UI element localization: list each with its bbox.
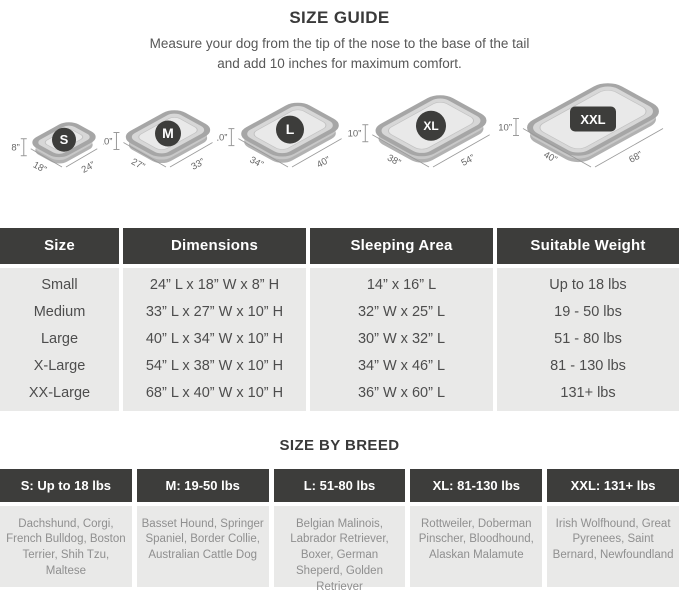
bed-height-label: 10” (347, 128, 361, 139)
bed-block-S: S 8” 18” 24” (9, 83, 103, 202)
bed-length-label: 40” (314, 154, 331, 170)
bed-width-label: 27” (129, 156, 146, 172)
bed-size-badge (154, 119, 181, 146)
size-table-cell: Large (40, 331, 79, 347)
svg-text:XXL: XXL (580, 111, 605, 126)
size-table-header-cell: Sleeping Area (310, 227, 493, 264)
bed-height-label: 10” (499, 122, 512, 133)
breed-list: Basset Hound, Springer Spaniel, Border C… (136, 505, 269, 587)
size-table-cell: 19 - 50 lbs (554, 304, 622, 320)
breed-header-cell: XXL: 131+ lbs (547, 468, 679, 502)
size-table-cell: 51 - 80 lbs (554, 331, 622, 347)
size-table-body: Small Medium Large X-Large XX-Large 24” L x 1… (0, 267, 679, 411)
size-table-cell: 68” L x 40” W x 10” H (145, 385, 284, 401)
bed-block-XL: XL 10” 38” 54” (347, 83, 499, 202)
size-table-cell: 131+ lbs (560, 385, 616, 401)
svg-text:XL: XL (423, 119, 438, 133)
size-table-header-cell: Size (0, 227, 119, 264)
bed-block-M: M 10” 27” 33” (98, 83, 217, 202)
bed-length-label: 24” (79, 159, 96, 175)
size-table-header-cell: Suitable Weight (497, 227, 679, 264)
breed-section-title: SIZE BY BREED (279, 436, 400, 454)
breed-body-row: Dachshund, Corgi, French Bulldog, Boston… (0, 505, 679, 593)
bed-illustration-L: L 10” 34” 40” (213, 102, 342, 170)
size-table-column: Small Medium Large X-Large XX-Large (0, 267, 119, 411)
subtitle-line-2: and add 10 inches for maximum comfort. (217, 56, 462, 72)
breed-header-cell: XL: 81-130 lbs (410, 468, 543, 502)
bed-length-label: 54” (459, 152, 476, 168)
size-table-cell: 36” W x 60” L (357, 385, 446, 401)
bed-illustrations-row: S 8” 18” 24” M 10” 27” 33” L 10” 34” (0, 82, 679, 202)
size-table-cell: 33” L x 27” W x 10” H (145, 304, 284, 320)
breed-header-row: S: Up to 18 lbs M: 19-50 lbs L: 51-80 lbs X… (0, 468, 679, 502)
size-table-cell: 30” W x 32” L (357, 331, 446, 347)
breed-header-cell: L: 51-80 lbs (273, 468, 406, 502)
breed-list: Irish Wolfhound, Great Pyrenees, Saint B… (547, 505, 679, 587)
bed-illustration-S: S 8” 18” 24” (11, 121, 97, 175)
size-table-cell: X-Large (33, 358, 86, 374)
size-table-cell: XX-Large (28, 385, 91, 401)
size-table: Size Dimensions Sleeping Area Suitable Weig… (0, 227, 679, 411)
breed-list: Belgian Malinois, Labrador Retriever, Bo… (273, 505, 406, 593)
bed-illustration-M: M 10” 27” 33” (98, 109, 213, 172)
bed-size-badge (415, 110, 446, 141)
breed-header-cell: M: 19-50 lbs (136, 468, 269, 502)
bed-width-label: 38” (385, 152, 402, 168)
size-table-column: Up to 18 lbs 19 - 50 lbs 51 - 80 lbs 81 - 1… (497, 267, 679, 411)
size-table-cell: 34” W x 46” L (357, 358, 446, 374)
subtitle-line-1: Measure your dog from the tip of the nos… (149, 36, 530, 51)
breed-header-cell: S: Up to 18 lbs (0, 468, 132, 502)
size-table-cell: 14” x 16” L (366, 277, 437, 293)
bed-size-badge (275, 115, 304, 144)
bed-illustration-XL: XL 10” 38” 54” (347, 94, 490, 168)
size-table-header-cell: Dimensions (123, 227, 306, 264)
size-table-cell: 81 - 130 lbs (550, 358, 626, 374)
page-title: SIZE GUIDE (289, 8, 390, 27)
svg-text:L: L (285, 121, 294, 137)
size-table-column: 14” x 16” L 32” W x 25” L 30” W x 32” L 34”… (310, 267, 493, 411)
bed-size-badge (51, 127, 76, 152)
page-subtitle: Measure your dog from the tip of the nos… (0, 34, 679, 75)
size-table-header-row: Size Dimensions Sleeping Area Suitable Weig… (0, 227, 679, 264)
bed-height-label: 10” (103, 136, 112, 147)
bed-length-label: 68” (627, 149, 644, 165)
size-table-cell: 40” L x 34” W x 10” H (145, 331, 284, 347)
bed-size-badge (569, 105, 616, 131)
bed-width-label: 18” (30, 159, 47, 175)
size-table-cell: Medium (33, 304, 86, 320)
size-table-cell: Up to 18 lbs (549, 277, 627, 293)
bed-block-XXL: XXL 10” 40” 68” (498, 82, 671, 202)
bed-width-label: 34” (247, 154, 264, 170)
breed-list: Rottweiler, Doberman Pinscher, Bloodhoun… (410, 505, 543, 587)
svg-text:M: M (162, 124, 174, 140)
bed-height-label: 8” (11, 142, 19, 153)
size-table-cell: Small (41, 277, 78, 293)
size-table-column: 24” L x 18” W x 8” H 33” L x 27” W x 10” … (123, 267, 306, 411)
bed-length-label: 33” (189, 156, 206, 172)
bed-block-L: L 10” 34” 40” (213, 83, 347, 202)
size-table-cell: 54” L x 38” W x 10” H (145, 358, 284, 374)
size-table-cell: 24” L x 18” W x 8” H (149, 277, 280, 293)
bed-illustration-XXL: XXL 10” 40” 68” (498, 82, 663, 167)
size-table-cell: 32” W x 25” L (357, 304, 446, 320)
bed-height-label: 10” (217, 132, 227, 143)
svg-text:S: S (59, 132, 68, 147)
breed-list: Dachshund, Corgi, French Bulldog, Boston… (0, 505, 132, 587)
